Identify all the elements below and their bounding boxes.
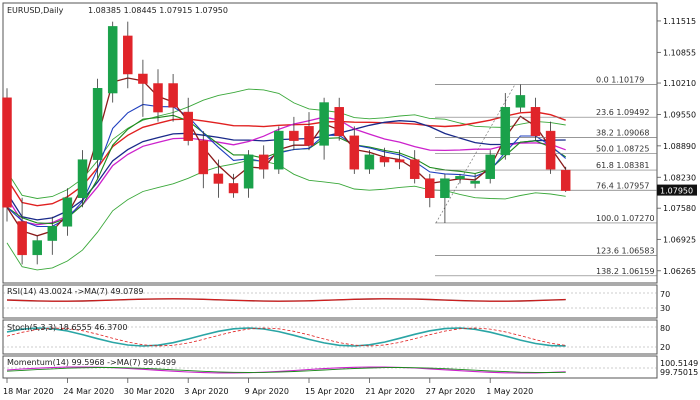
time-tick-label-3: 3 Apr 2020: [184, 387, 228, 396]
candle-body-2: [32, 240, 42, 256]
sma-navy-line: [6, 120, 566, 221]
chart-title: EURUSD,Daily: [7, 6, 64, 15]
candle-body-21: [319, 102, 329, 146]
fib-label-6: 100.0 1.07270: [596, 214, 655, 223]
candle-body-0: [2, 97, 12, 208]
fib-label-8: 138.2 1.06159: [596, 267, 655, 276]
candle-body-15: [228, 183, 239, 194]
candles: [2, 21, 571, 265]
time-tick-label-2: 30 Mar 2020: [124, 387, 175, 396]
rsi-ma-line: [6, 298, 566, 302]
candle-body-28: [425, 178, 435, 198]
price-tick-label-5: 1.08230: [663, 173, 696, 182]
fibonacci-levels: 0.0 1.10179 23.6 1.09492 38.2 1.09068 50.0 …: [435, 76, 657, 277]
price-tick-label-3: 1.09550: [663, 110, 696, 119]
rsi-tick-30: 30: [660, 304, 670, 313]
ohlc-readout: 1.08385 1.08445 1.07915 1.07950: [88, 6, 228, 15]
momentum-tick-low: 99.75015: [660, 368, 698, 377]
candle-body-16: [243, 154, 254, 189]
price-axis: 1.11515 1.10855 1.10210 1.09550 1.08890 1.082…: [657, 17, 697, 276]
price-tick-label-6: 1.07580: [663, 204, 696, 213]
time-axis: 18 Mar 2020 24 Mar 2020 30 Mar 2020 3 Apr 2…: [3, 378, 533, 396]
candle-body-4: [62, 197, 73, 227]
fib-label-3: 50.0 1.08725: [596, 145, 649, 154]
current-price-box: [657, 184, 697, 196]
candle-body-37: [560, 169, 571, 191]
momentum-label: Momentum(14) 99.5968 ->MA(7) 99.6499: [7, 358, 176, 367]
time-tick-label-4: 9 Apr 2020: [245, 387, 289, 396]
price-tick-label-7: 1.06925: [663, 235, 696, 244]
candle-body-10: [153, 83, 163, 113]
time-tick-label-0: 18 Mar 2020: [3, 387, 54, 396]
time-tick-label-7: 27 Apr 2020: [426, 387, 475, 396]
sma-red-line: [6, 111, 566, 207]
fib-label-1: 23.6 1.09492: [596, 108, 649, 117]
sma-magenta-line: [6, 116, 566, 226]
candle-body-8: [123, 35, 133, 75]
fib-label-5: 76.4 1.07957: [596, 181, 649, 190]
price-tick-label-0: 1.11515: [663, 17, 696, 26]
candle-body-3: [47, 226, 58, 241]
candle-body-29: [440, 178, 450, 198]
candle-body-5: [77, 159, 88, 198]
candle-body-23: [349, 135, 360, 170]
price-tick-label-8: 1.06265: [663, 267, 696, 276]
candle-body-24: [364, 154, 375, 170]
fib-label-7: 123.6 1.06583: [596, 247, 655, 256]
candle-body-35: [530, 107, 541, 137]
price-tick-label-2: 1.10210: [663, 79, 696, 88]
rsi-tick-70: 70: [660, 290, 670, 299]
current-price-label: 1.07950: [660, 187, 693, 196]
stoch-main-line: [6, 327, 566, 347]
time-tick-label-6: 21 Apr 2020: [365, 387, 414, 396]
candle-body-12: [183, 111, 193, 141]
time-tick-label-1: 24 Mar 2020: [63, 387, 114, 396]
candle-body-20: [304, 126, 314, 146]
bollinger-lower-line: [6, 159, 566, 271]
candle-body-1: [17, 221, 27, 256]
candle-body-22: [334, 107, 344, 137]
price-tick-label-4: 1.08890: [663, 142, 696, 151]
candle-body-31: [470, 180, 480, 184]
price-tick-label-1: 1.10855: [663, 48, 696, 57]
sub-indicators: [3, 292, 657, 374]
candle-body-7: [107, 26, 118, 94]
stoch-tick-80: 80: [660, 324, 670, 333]
momentum-ma-line: [6, 367, 566, 373]
fib-label-4: 61.8 1.08381: [596, 161, 649, 170]
candle-body-27: [409, 159, 420, 179]
rsi-label: RSI(14) 43.0024 ->MA(7) 49.0789: [7, 287, 144, 296]
candle-body-14: [213, 173, 224, 184]
candle-body-25: [379, 157, 390, 163]
candle-body-9: [138, 73, 148, 84]
candle-body-18: [274, 130, 284, 170]
candle-body-26: [394, 159, 405, 163]
candle-body-30: [455, 176, 465, 179]
candle-body-11: [168, 83, 178, 108]
fib-label-0: 0.0 1.10179: [596, 76, 644, 85]
stoch-tick-20: 20: [660, 343, 670, 352]
candle-body-32: [485, 154, 495, 179]
time-tick-label-5: 15 Apr 2020: [305, 387, 354, 396]
stoch-label: Stoch(5,3,3) 18.6555 46.3700: [7, 323, 127, 332]
candle-body-6: [92, 88, 103, 160]
time-tick-label-8: 1 May 2020: [486, 387, 533, 396]
rsi-panel-frame: [2, 284, 658, 319]
ema-blue-line: [6, 103, 567, 228]
momentum-tick-high: 100.5149: [660, 359, 698, 368]
stoch-panel-frame: [2, 319, 658, 355]
candle-body-34: [515, 95, 526, 108]
fib-label-2: 38.2 1.09068: [596, 128, 649, 137]
candle-body-33: [500, 107, 511, 156]
candle-body-17: [258, 154, 269, 170]
candle-body-13: [198, 140, 209, 175]
candle-body-36: [545, 130, 556, 170]
candle-body-19: [289, 130, 299, 141]
